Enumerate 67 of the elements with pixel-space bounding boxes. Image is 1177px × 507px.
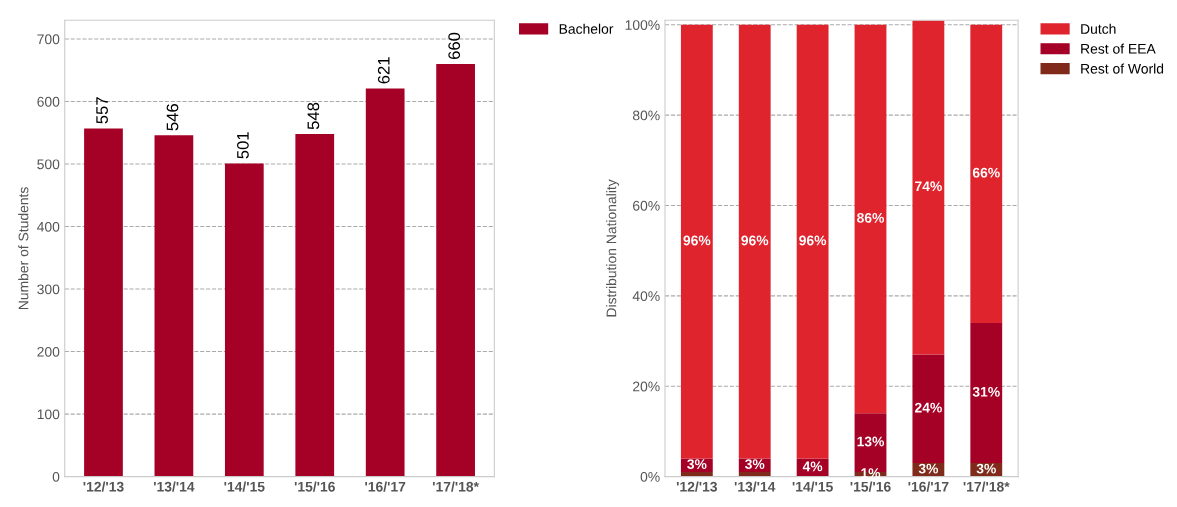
bar: [970, 24, 1003, 323]
y-tick-label: 200: [37, 346, 60, 357]
data-label: 3%: [745, 459, 765, 470]
y-tick-label: 80%: [632, 110, 660, 121]
bar: [154, 135, 194, 477]
bar: [912, 20, 945, 355]
bar: [680, 24, 713, 459]
legend-label: Rest of World: [1081, 63, 1164, 74]
data-label: 4%: [802, 461, 823, 472]
data-label: 3%: [918, 463, 939, 474]
x-tick-label: '12/'13: [676, 481, 718, 492]
bar: [224, 163, 264, 477]
data-label: 546: [166, 104, 179, 131]
bar: [796, 24, 829, 459]
x-tick-label: '16/'17: [365, 481, 406, 492]
x-tick-label: '15/'16: [850, 481, 891, 492]
x-tick-label: '13/'14: [734, 481, 776, 492]
data-label: 24%: [914, 402, 942, 413]
y-tick-label: 100: [37, 409, 60, 420]
y-tick-label: 0%: [640, 471, 660, 482]
y-axis-title: Number of Students: [18, 187, 29, 310]
data-label: 3%: [687, 459, 707, 470]
data-label: 621: [377, 57, 390, 84]
y-axis-title: Distribution Nationality: [606, 179, 620, 317]
data-label: 96%: [683, 235, 711, 246]
x-tick-label: '15/'16: [294, 481, 335, 492]
y-tick-label: 100%: [625, 20, 660, 30]
x-tick-label: '12/'13: [83, 481, 124, 492]
y-tick-label: 600: [37, 96, 60, 107]
y-tick-label: 20%: [633, 381, 660, 392]
data-label: 13%: [857, 436, 885, 447]
data-label: 3%: [976, 463, 996, 474]
bar: [365, 88, 405, 477]
x-tick-label: '14/'15: [792, 481, 833, 492]
y-tick-label: 60%: [633, 200, 660, 211]
data-label: 660: [448, 32, 461, 60]
bar: [912, 354, 945, 464]
data-label: 74%: [915, 181, 942, 192]
bar: [738, 24, 771, 459]
y-tick-label: 40%: [632, 291, 660, 302]
legend-label: Dutch: [1081, 23, 1116, 34]
data-label: 1%: [861, 468, 881, 479]
bar: [854, 24, 887, 414]
x-tick-label: '17/'18*: [432, 481, 479, 492]
x-tick-label: '13/'14: [153, 481, 195, 492]
bar: [295, 134, 335, 477]
data-label: 548: [307, 102, 320, 130]
y-tick-label: 0: [52, 471, 60, 482]
bar: [970, 322, 1003, 464]
data-label: 86%: [857, 212, 885, 223]
bar: [84, 128, 123, 477]
x-tick-label: '16/'17: [908, 481, 949, 492]
data-label: 557: [96, 97, 108, 124]
data-label: 31%: [972, 386, 1000, 397]
data-label: 66%: [972, 167, 1000, 178]
legend-label: Bachelor: [559, 23, 614, 34]
legend-label: Rest of EEA: [1081, 43, 1156, 54]
y-tick-label: 300: [37, 284, 60, 295]
x-tick-label: '14/'15: [224, 481, 265, 492]
x-tick-label: '17/'18*: [963, 481, 1010, 492]
data-label: 501: [237, 132, 249, 159]
y-tick-label: 400: [37, 221, 60, 232]
data-label: 96%: [741, 235, 769, 246]
data-label: 96%: [799, 235, 827, 246]
y-tick-label: 500: [37, 159, 60, 170]
bar: [436, 64, 475, 477]
y-tick-label: 700: [37, 34, 60, 45]
